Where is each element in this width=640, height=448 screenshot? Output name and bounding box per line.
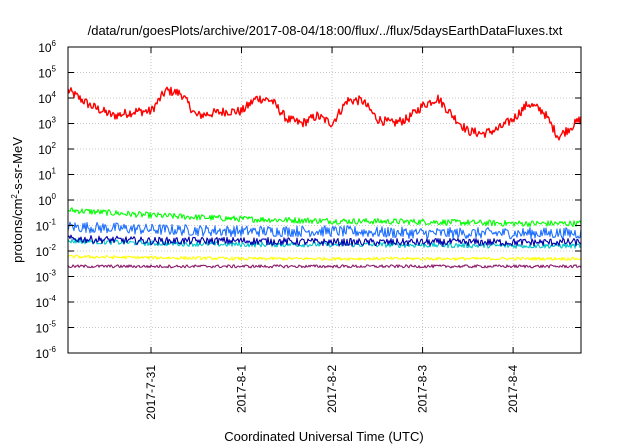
series-line	[67, 254, 582, 261]
series-line	[67, 207, 582, 228]
y-tick-label: 104	[38, 90, 56, 106]
y-tick-label: 103	[38, 116, 56, 132]
y-tick-label: 102	[38, 141, 56, 157]
y-tick-labels: 10-6 10-5 10-4 10-3 10-2 10-1 100 101 102 103 104 1…	[36, 39, 57, 361]
y-tick-label: 10-6	[36, 345, 57, 361]
axis-ticks	[68, 46, 581, 354]
plot-frame	[67, 46, 582, 354]
series-layer	[67, 86, 582, 269]
y-tick-label: 101	[38, 167, 56, 183]
grid	[68, 47, 581, 353]
y-tick-label: 105	[38, 65, 56, 81]
x-tick-label: 2017-8-1	[235, 365, 249, 413]
y-tick-label: 10-3	[36, 269, 57, 285]
x-tick-label: 2017-8-2	[325, 365, 339, 413]
series-line	[67, 264, 582, 269]
y-tick-label: 10-5	[36, 320, 57, 336]
x-axis-label: Coordinated Universal Time (UTC)	[224, 429, 423, 444]
chart-title: /data/run/goesPlots/archive/2017-08-04/1…	[88, 23, 563, 38]
y-tick-label: 10-2	[36, 243, 57, 259]
series-line	[67, 234, 582, 247]
y-tick-label: 106	[38, 39, 56, 55]
series-line	[67, 221, 582, 240]
series-line	[67, 86, 582, 141]
y-axis-label: protons/cm2-s-sr-MeV	[10, 137, 25, 263]
x-tick-label: 2017-7-31	[144, 365, 158, 420]
x-tick-label: 2017-8-4	[506, 365, 520, 413]
y-tick-label: 10-4	[36, 294, 57, 310]
x-tick-labels: 2017-7-31 2017-8-1 2017-8-2 2017-8-3 2017-8-…	[144, 365, 520, 420]
y-tick-label: 100	[38, 192, 56, 208]
x-tick-label: 2017-8-3	[416, 365, 430, 413]
y-tick-label: 10-1	[36, 218, 57, 234]
